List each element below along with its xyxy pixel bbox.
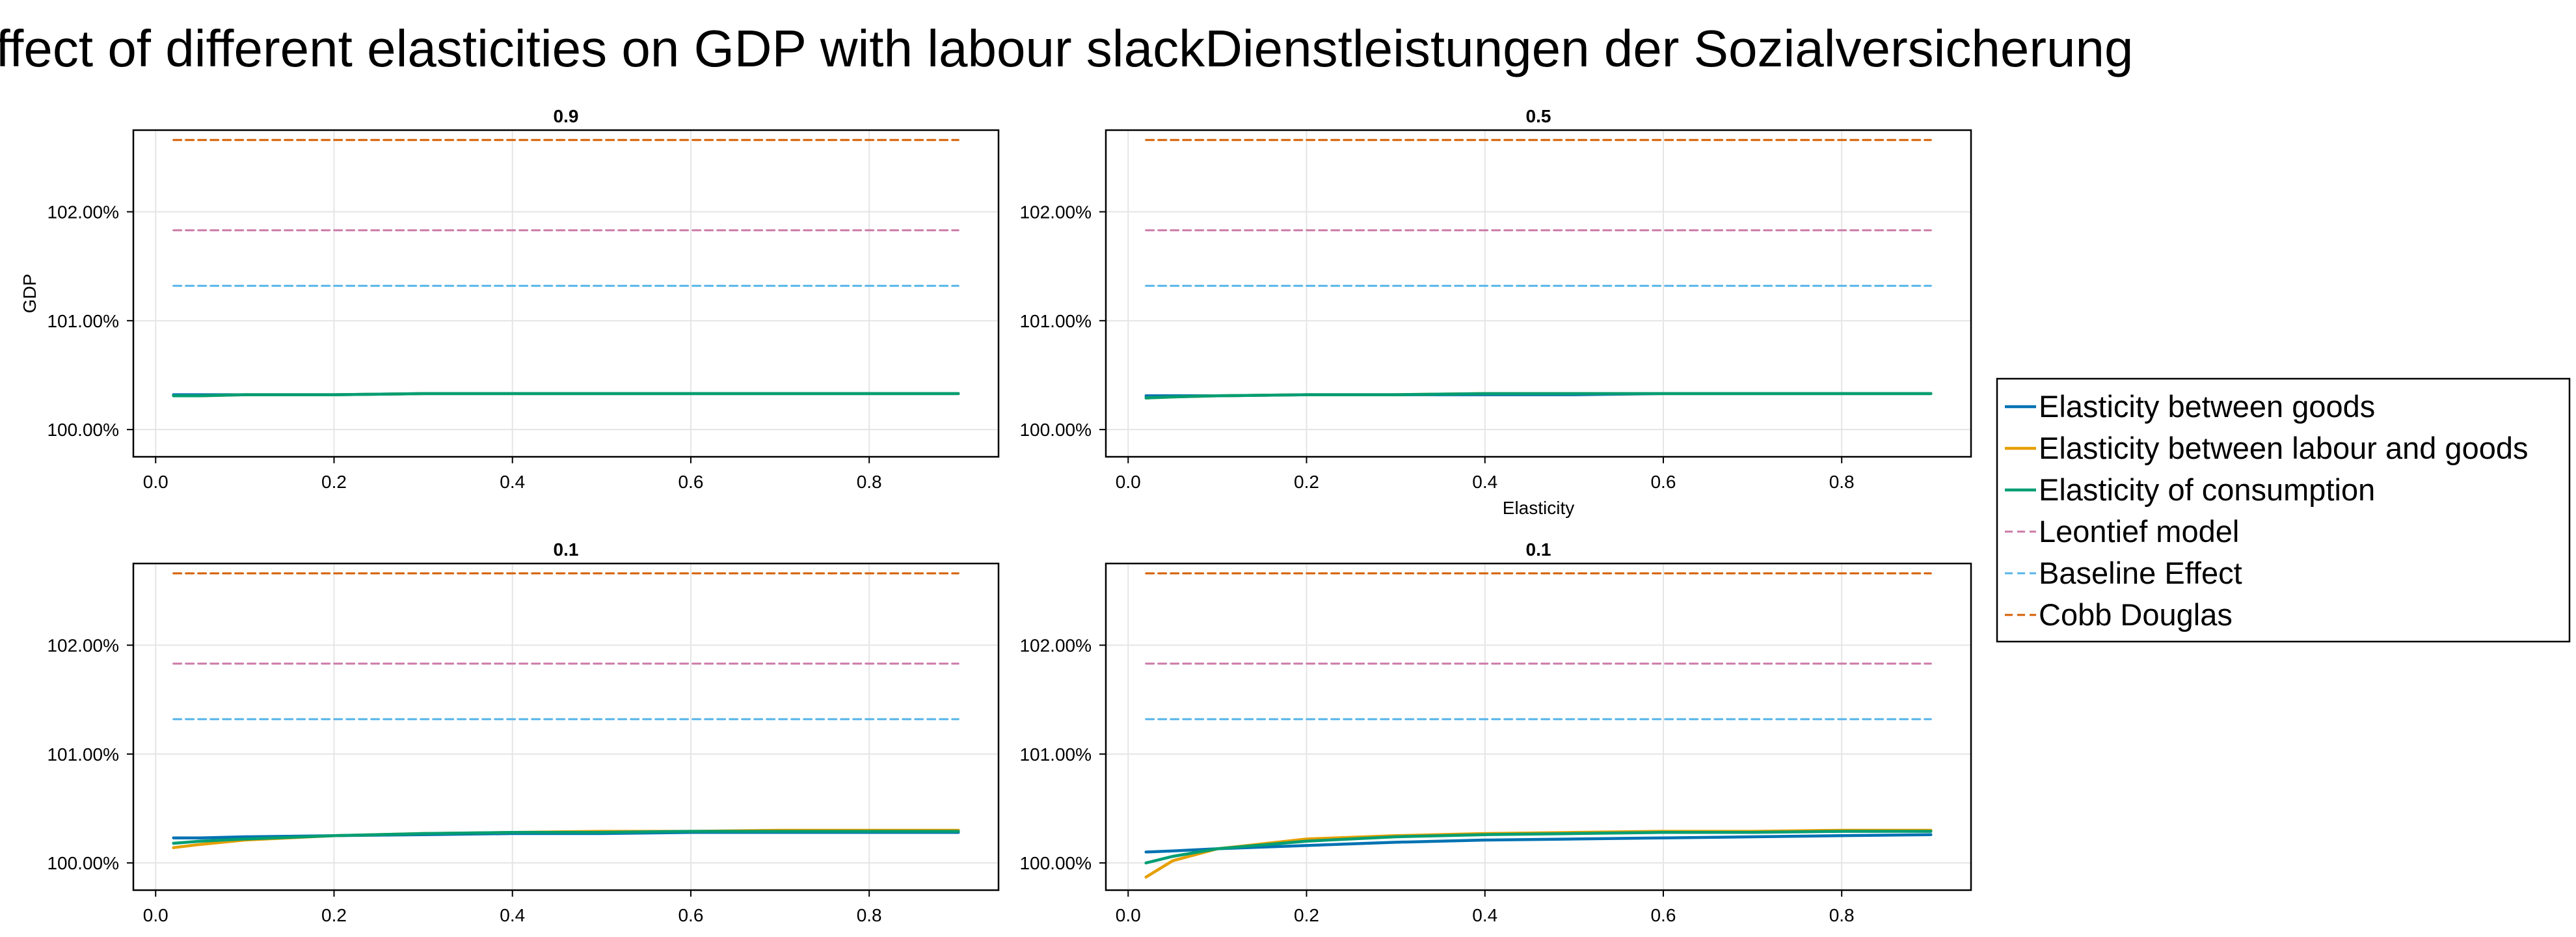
y-tick-label: 102.00%: [1019, 636, 1092, 656]
x-tick-label: 0.8: [857, 472, 882, 492]
x-tick-label: 0.4: [1472, 905, 1497, 925]
x-tick-label: 0.2: [321, 472, 347, 492]
figure-title: Effect of different elasticities on GDP …: [0, 20, 2134, 77]
x-tick-label: 0.4: [500, 905, 525, 925]
x-tick-label: 0.0: [1116, 905, 1141, 925]
plot-frame: [1105, 562, 1972, 891]
y-tick-label: 102.00%: [47, 202, 119, 223]
y-tick-label: 100.00%: [47, 420, 119, 440]
legend-frame: [1996, 377, 2571, 643]
y-tick-label: 101.00%: [47, 311, 119, 331]
x-tick-label: 0.2: [1294, 472, 1319, 492]
subplot-3: 0.0 0.2 0.4 0.6 0.8 100.00% 101.00% 102.00% 0.1: [47, 539, 1000, 925]
subplot-title: 0.1: [554, 539, 579, 560]
series-line-elasticity-between-goods: [1144, 833, 1933, 854]
y-tick-label: 100.00%: [1019, 420, 1092, 440]
legend: Elasticity between goods Elasticity betwe…: [1996, 377, 2571, 643]
x-tick-label: 0.2: [321, 905, 347, 925]
x-tick-label: 0.6: [1650, 472, 1676, 492]
legend-label: Leontief model: [2039, 514, 2239, 549]
plot-frame: [132, 562, 1000, 891]
series-line-elasticity-of-consumption: [1144, 392, 1933, 400]
subplot-title: 0.1: [1526, 539, 1551, 560]
subplot-title: 0.5: [1526, 106, 1551, 126]
x-tick-label: 0.0: [143, 472, 168, 492]
y-tick-label: 102.00%: [47, 636, 119, 656]
y-tick-label: 100.00%: [47, 853, 119, 873]
subplot-title: 0.9: [554, 106, 579, 126]
subplot-2: 0.0 0.2 0.4 0.6 0.8 100.00% 101.00% 102.00% 0.5 E…: [1019, 106, 1972, 518]
x-tick-label: 0.2: [1294, 905, 1319, 925]
x-tick-label: 0.0: [1116, 472, 1141, 492]
legend-label: Elasticity between labour and goods: [2039, 431, 2528, 465]
plot-frame: [1105, 129, 1972, 458]
x-tick-label: 0.4: [1472, 472, 1497, 492]
subplot-1: 0.0 0.2 0.4 0.6 0.8 100.00% 101.00% 102.00% 0.9 G…: [20, 106, 1000, 492]
y-tick-label: 102.00%: [1019, 202, 1092, 223]
x-tick-label: 0.8: [857, 905, 882, 925]
y-tick-label: 101.00%: [1019, 744, 1092, 765]
series-line-elasticity-of-consumption: [172, 392, 960, 398]
subplot-grid: 0.0 0.2 0.4 0.6 0.8 100.00% 101.00% 102.00% 0.9 G…: [20, 106, 1972, 925]
y-tick-label: 100.00%: [1019, 853, 1092, 873]
y-tick-label: 101.00%: [1019, 311, 1092, 331]
legend-label: Elasticity between goods: [2039, 389, 2375, 424]
x-tick-label: 0.4: [500, 472, 525, 492]
x-tick-label: 0.0: [143, 905, 168, 925]
x-tick-label: 0.6: [678, 905, 703, 925]
x-tick-label: 0.6: [678, 472, 703, 492]
series-line-elasticity-of-consumption: [172, 830, 960, 845]
legend-label: Elasticity of consumption: [2039, 472, 2375, 507]
x-tick-label: 0.6: [1650, 905, 1676, 925]
x-tick-label: 0.8: [1829, 905, 1855, 925]
legend-label: Cobb Douglas: [2039, 597, 2233, 632]
y-axis-label: GDP: [20, 274, 40, 314]
series-line-elasticity-of-consumption: [1144, 830, 1933, 865]
subplot-4: 0.0 0.2 0.4 0.6 0.8 100.00% 101.00% 102.00% 0.1: [1019, 539, 1972, 925]
y-tick-label: 101.00%: [47, 744, 119, 765]
x-axis-label: Elasticity: [1503, 498, 1574, 518]
x-tick-label: 0.8: [1829, 472, 1855, 492]
legend-label: Baseline Effect: [2039, 556, 2242, 590]
plot-frame: [132, 129, 1000, 458]
